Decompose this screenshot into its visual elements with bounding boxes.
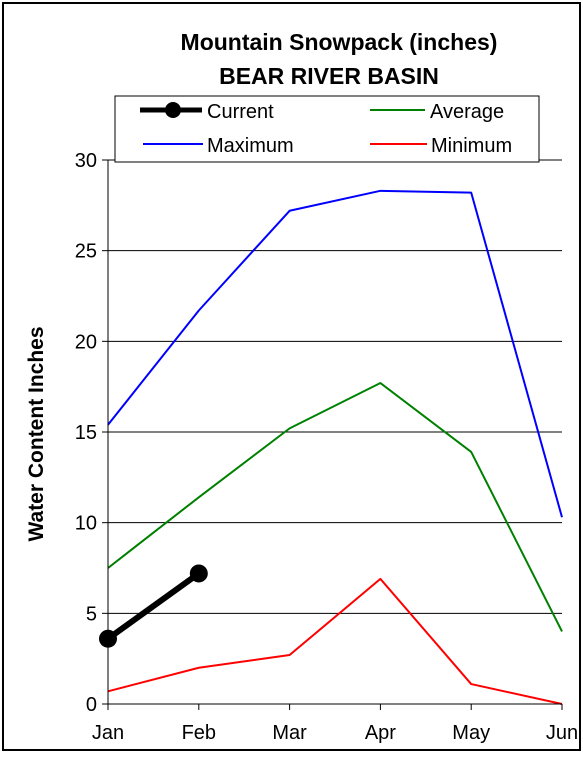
legend-entry-maximum: Maximum: [143, 135, 294, 157]
legend-entry-average: Average: [370, 101, 504, 123]
x-tick-label: Mar: [272, 722, 307, 744]
series-line-maximum: [107, 189, 563, 518]
y-tick-label: 20: [75, 331, 97, 353]
x-tick-label: May: [452, 722, 490, 744]
legend: Current Average Maximum Minimum: [114, 95, 540, 163]
legend-label-average: Average: [430, 101, 504, 123]
y-axis-label: Water Content Inches: [25, 326, 48, 541]
legend-entry-minimum: Minimum: [370, 135, 512, 157]
x-tick-label: Feb: [182, 722, 216, 744]
data-point-current: [189, 564, 208, 583]
chart-subtitle: BEAR RIVER BASIN: [219, 63, 439, 89]
series-line-minimum: [107, 577, 563, 705]
legend-label-current: Current: [207, 101, 274, 123]
y-tick-label: 15: [75, 422, 97, 444]
legend-box: [114, 95, 540, 163]
y-tick-label: 10: [75, 513, 97, 535]
chart-title: Mountain Snowpack (inches): [181, 29, 498, 55]
axis-layer: [102, 159, 563, 710]
y-tick-label: 0: [86, 694, 97, 716]
legend-marker-current: [165, 102, 181, 118]
y-tick-label: 30: [75, 150, 97, 172]
tick-label-layer: 0 5 10 15 20 25 30 Jan Feb Mar Apr May Jun: [75, 150, 578, 744]
series-line-current: [106, 571, 201, 642]
legend-label-maximum: Maximum: [207, 135, 294, 157]
series-layer: [99, 189, 563, 705]
x-tick-label: Apr: [365, 722, 396, 744]
y-tick-label: 5: [86, 603, 97, 625]
series-line-average: [107, 382, 563, 632]
legend-entry-current: Current: [140, 101, 274, 123]
legend-label-minimum: Minimum: [431, 135, 512, 157]
x-tick-label: Jan: [92, 722, 124, 744]
y-tick-label: 25: [75, 241, 97, 263]
x-tick-label: Jun: [546, 722, 578, 744]
